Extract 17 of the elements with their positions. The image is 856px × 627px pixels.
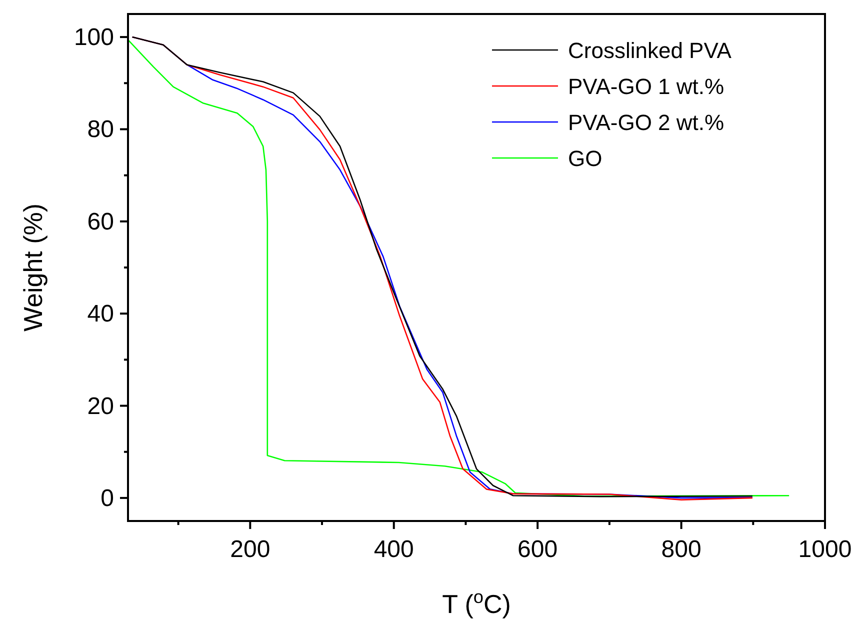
y-tick-label: 40 <box>87 300 114 328</box>
x-tick-label: 600 <box>518 536 558 563</box>
legend-label: Crosslinked PVA <box>568 38 732 63</box>
x-tick-label: 800 <box>661 536 702 563</box>
legend-label: PVA-GO 1 wt.% <box>568 74 724 99</box>
y-tick-label: 80 <box>87 116 114 144</box>
y-tick-label: 0 <box>100 484 114 512</box>
x-tick-label: 200 <box>230 536 270 563</box>
legend-label: GO <box>568 146 602 171</box>
y-tick-label: 60 <box>87 208 114 236</box>
y-axis-title: Weight (%) <box>18 203 48 332</box>
y-tick-label: 20 <box>87 392 114 420</box>
legend-label: PVA-GO 2 wt.% <box>568 110 724 135</box>
x-tick-label: 1000 <box>798 536 852 563</box>
y-tick-label: 100 <box>74 24 114 52</box>
x-tick-label: 400 <box>374 536 414 563</box>
x-axis-title: T ($^{o}$C) <box>442 587 511 619</box>
